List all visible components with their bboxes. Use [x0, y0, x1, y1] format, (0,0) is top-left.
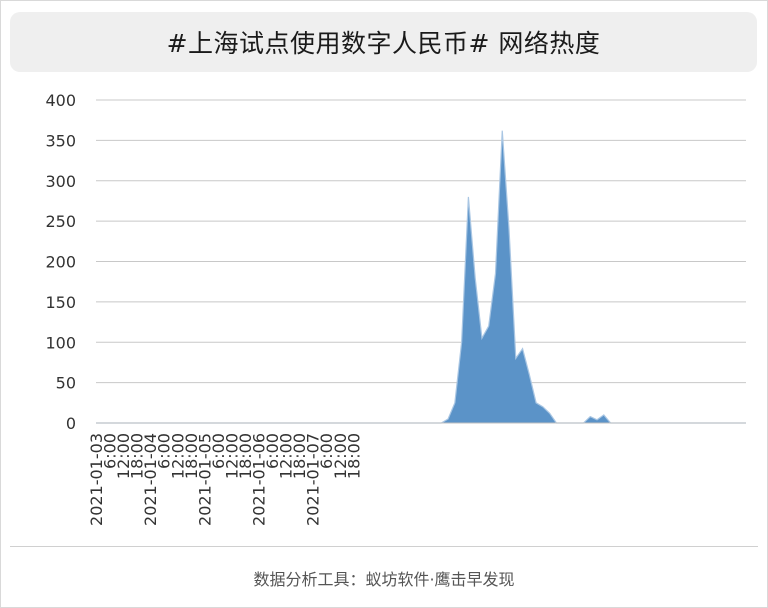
y-tick-label: 0 [66, 414, 76, 433]
area-series-line [96, 130, 746, 424]
y-tick-label: 350 [45, 131, 76, 150]
x-tick-label: 18:00 [128, 433, 147, 479]
y-tick-label: 400 [45, 91, 76, 110]
y-tick-label: 250 [45, 212, 76, 231]
chart-title: #上海试点使用数字人民币# 网络热度 [166, 29, 601, 58]
x-tick-label: 12:00 [222, 433, 241, 479]
x-tick-label: 2021-01-03 [87, 433, 106, 526]
x-tick-label: 6:00 [155, 433, 174, 469]
x-tick-label: 12:00 [331, 433, 350, 479]
x-tick-label: 6:00 [317, 433, 336, 469]
x-tick-label: 18:00 [344, 433, 363, 479]
x-tick-label: 12:00 [168, 433, 187, 479]
x-tick-label: 18:00 [182, 433, 201, 479]
y-tick-label: 300 [45, 172, 76, 191]
y-tick-label: 150 [45, 293, 76, 312]
x-tick-label: 12:00 [114, 433, 133, 479]
title-bar: #上海试点使用数字人民币# 网络热度 [10, 12, 757, 72]
x-tick-label: 6:00 [209, 433, 228, 469]
x-tick-label: 18:00 [236, 433, 255, 479]
x-tick-label: 12:00 [277, 433, 296, 479]
footer-source: 数据分析工具：蚁坊软件·鹰击早发现 [253, 570, 515, 589]
y-tick-label: 200 [45, 253, 76, 272]
y-tick-label: 100 [45, 333, 76, 352]
x-tick-label: 6:00 [101, 433, 120, 469]
footer-divider [10, 546, 758, 547]
x-tick-label: 18:00 [290, 433, 309, 479]
x-tick-label: 2021-01-06 [250, 433, 269, 526]
x-tick-label: 2021-01-07 [304, 433, 323, 526]
x-tick-label: 2021-01-04 [141, 433, 160, 526]
x-tick-label: 2021-01-05 [195, 433, 214, 526]
x-tick-label: 6:00 [263, 433, 282, 469]
area-series [96, 130, 746, 423]
y-tick-label: 50 [56, 374, 76, 393]
